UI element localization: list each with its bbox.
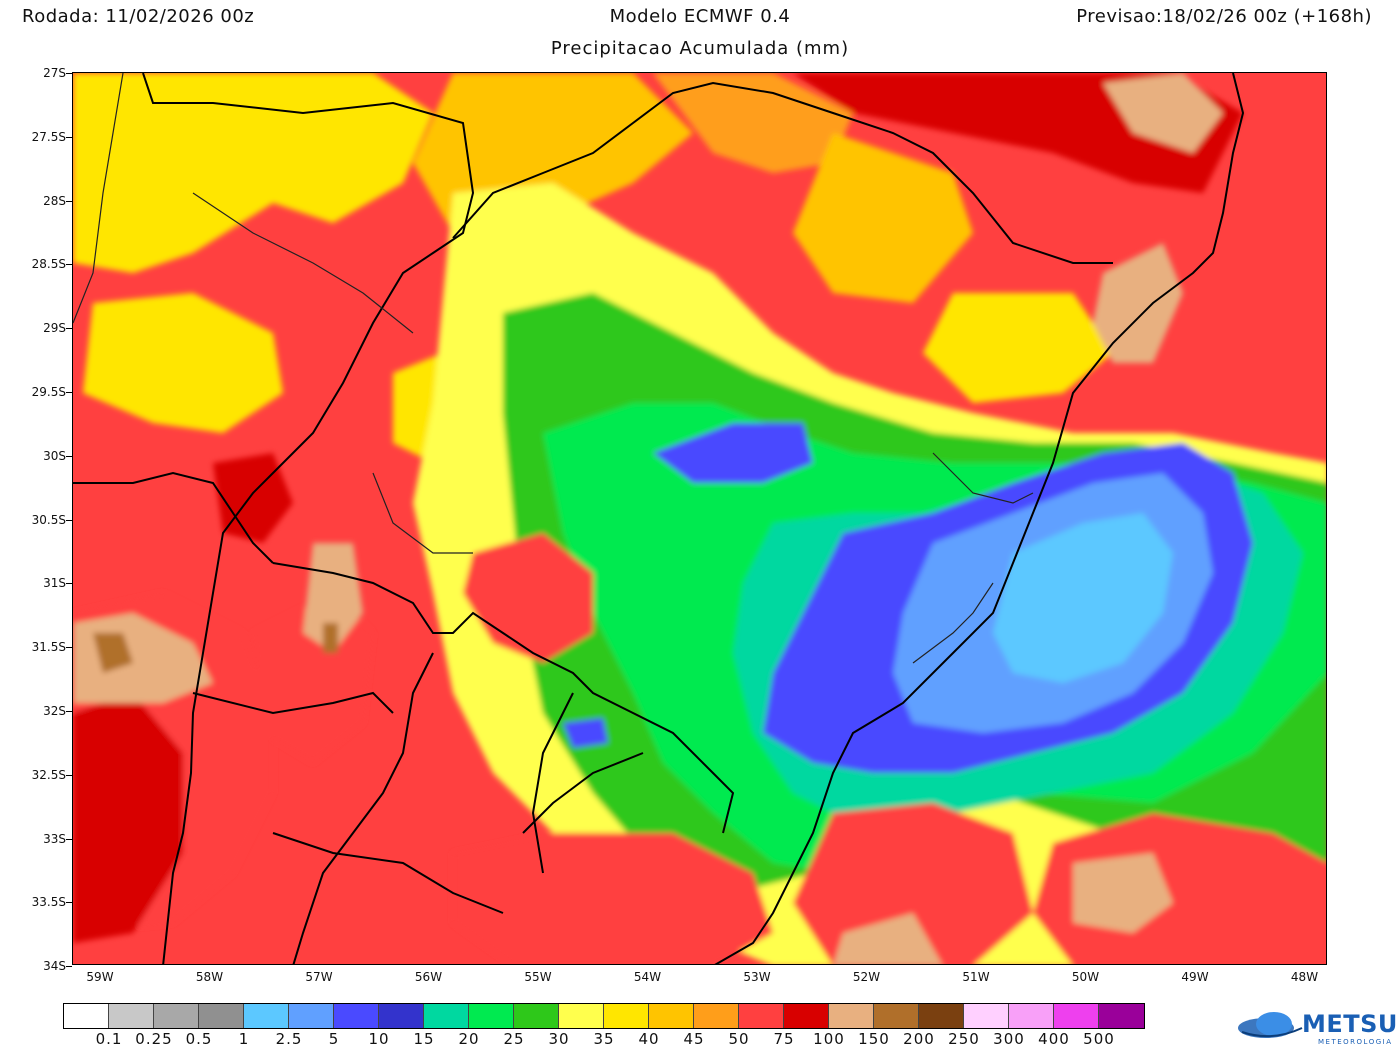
legend-swatch <box>379 1004 424 1028</box>
run-label: Rodada: 11/02/2026 00z <box>22 6 255 27</box>
legend-swatch <box>964 1004 1009 1028</box>
legend-swatch <box>244 1004 289 1028</box>
logo-name: METSUL <box>1302 1010 1400 1038</box>
precipitation-field <box>73 73 1326 964</box>
legend-swatch <box>649 1004 694 1028</box>
latitude-label: 31.5S <box>31 640 66 655</box>
map-subtitle: Precipitacao Acumulada (mm) <box>550 38 850 59</box>
latitude-tick <box>66 200 72 202</box>
latitude-label: 32S <box>43 704 66 718</box>
latitude-tick <box>66 264 72 266</box>
longitude-label: 56W <box>414 970 443 984</box>
latitude-label: 28.5S <box>31 257 66 272</box>
latitude-tick <box>66 647 72 649</box>
legend-swatch <box>1054 1004 1099 1028</box>
latitude-tick <box>66 902 72 904</box>
legend-label: 75 <box>773 1030 795 1048</box>
latitude-label: 34S <box>43 959 66 974</box>
legend-swatch <box>154 1004 199 1028</box>
longitude-label: 58W <box>195 970 224 984</box>
latitude-tick <box>66 583 72 585</box>
latitude-tick <box>66 136 72 138</box>
legend-swatch <box>199 1004 244 1028</box>
longitude-label: 51W <box>962 970 990 984</box>
legend-label: 2.5 <box>275 1030 303 1048</box>
longitude-label: 55W <box>524 970 552 984</box>
longitude-label: 59W <box>86 970 114 984</box>
latitude-label: 30.5S <box>31 512 66 527</box>
legend-swatch <box>559 1004 604 1028</box>
latitude-label: 27.5S <box>31 129 66 144</box>
longitude-label: 57W <box>305 970 333 984</box>
legend-swatch <box>784 1004 829 1028</box>
longitude-label: 48W <box>1290 970 1319 984</box>
legend-label: 500 <box>1083 1030 1115 1048</box>
latitude-label: 33.5S <box>31 895 66 910</box>
legend-label: 15 <box>413 1030 435 1048</box>
legend-swatch <box>874 1004 919 1028</box>
legend-label: 45 <box>683 1030 705 1048</box>
longitude-label: 53W <box>743 970 771 984</box>
legend-label: 1 <box>238 1030 250 1048</box>
longitude-label: 54W <box>633 970 662 984</box>
legend-swatch <box>829 1004 874 1028</box>
latitude-tick <box>66 711 72 712</box>
logo-subtitle: METEOROLOGIA <box>1318 1038 1393 1046</box>
legend-swatch <box>694 1004 739 1028</box>
legend-swatch <box>469 1004 514 1028</box>
latitude-label: 32.5S <box>31 767 66 782</box>
legend-label: 5 <box>328 1030 340 1048</box>
legend-label: 200 <box>903 1030 935 1048</box>
latitude-tick <box>66 966 72 968</box>
longitude-label: 52W <box>852 970 881 984</box>
legend-label: 150 <box>858 1030 890 1048</box>
legend-label: 400 <box>1038 1030 1070 1048</box>
legend-label: 0.1 <box>95 1030 123 1048</box>
color-legend <box>63 1003 1145 1029</box>
forecast-label: Previsao:18/02/26 00z (+168h) <box>1076 6 1372 27</box>
legend-label: 300 <box>993 1030 1025 1048</box>
legend-swatch <box>514 1004 559 1028</box>
latitude-tick <box>66 455 72 457</box>
metsul-globe-icon <box>1238 1012 1303 1038</box>
legend-swatch <box>919 1004 964 1028</box>
legend-label: 250 <box>948 1030 980 1048</box>
latitude-tick <box>66 328 72 330</box>
legend-label: 25 <box>503 1030 525 1048</box>
latitude-tick <box>66 73 72 74</box>
latitude-tick <box>66 392 72 393</box>
legend-swatch <box>1009 1004 1054 1028</box>
latitude-label: 29.5S <box>31 385 66 399</box>
latitude-label: 33S <box>43 831 66 846</box>
legend-swatch <box>109 1004 154 1028</box>
legend-swatch <box>64 1004 109 1028</box>
model-title: Modelo ECMWF 0.4 <box>609 6 791 27</box>
latitude-label: 27S <box>43 66 66 80</box>
legend-label: 50 <box>728 1030 750 1048</box>
legend-swatch <box>604 1004 649 1028</box>
latitude-label: 31S <box>43 576 66 591</box>
latitude-tick <box>66 838 72 840</box>
longitude-label: 50W <box>1071 970 1100 984</box>
legend-swatch <box>334 1004 379 1028</box>
legend-label: 100 <box>813 1030 845 1048</box>
legend-swatch <box>424 1004 469 1028</box>
latitude-label: 28S <box>43 193 66 208</box>
precipitation-map[interactable] <box>72 72 1327 965</box>
longitude-label: 49W <box>1181 970 1209 984</box>
latitude-tick <box>66 519 72 521</box>
legend-swatch <box>289 1004 334 1028</box>
legend-label: 0.5 <box>185 1030 213 1048</box>
latitude-label: 30S <box>43 448 66 463</box>
legend-swatch <box>739 1004 784 1028</box>
legend-label: 30 <box>548 1030 570 1048</box>
legend-label: 10 <box>368 1030 390 1048</box>
latitude-label: 29S <box>43 321 66 336</box>
legend-label: 35 <box>593 1030 615 1048</box>
legend-label: 0.25 <box>135 1030 173 1048</box>
legend-label: 20 <box>458 1030 480 1048</box>
legend-label: 40 <box>638 1030 660 1048</box>
legend-swatch <box>1099 1004 1144 1028</box>
latitude-tick <box>66 774 72 776</box>
